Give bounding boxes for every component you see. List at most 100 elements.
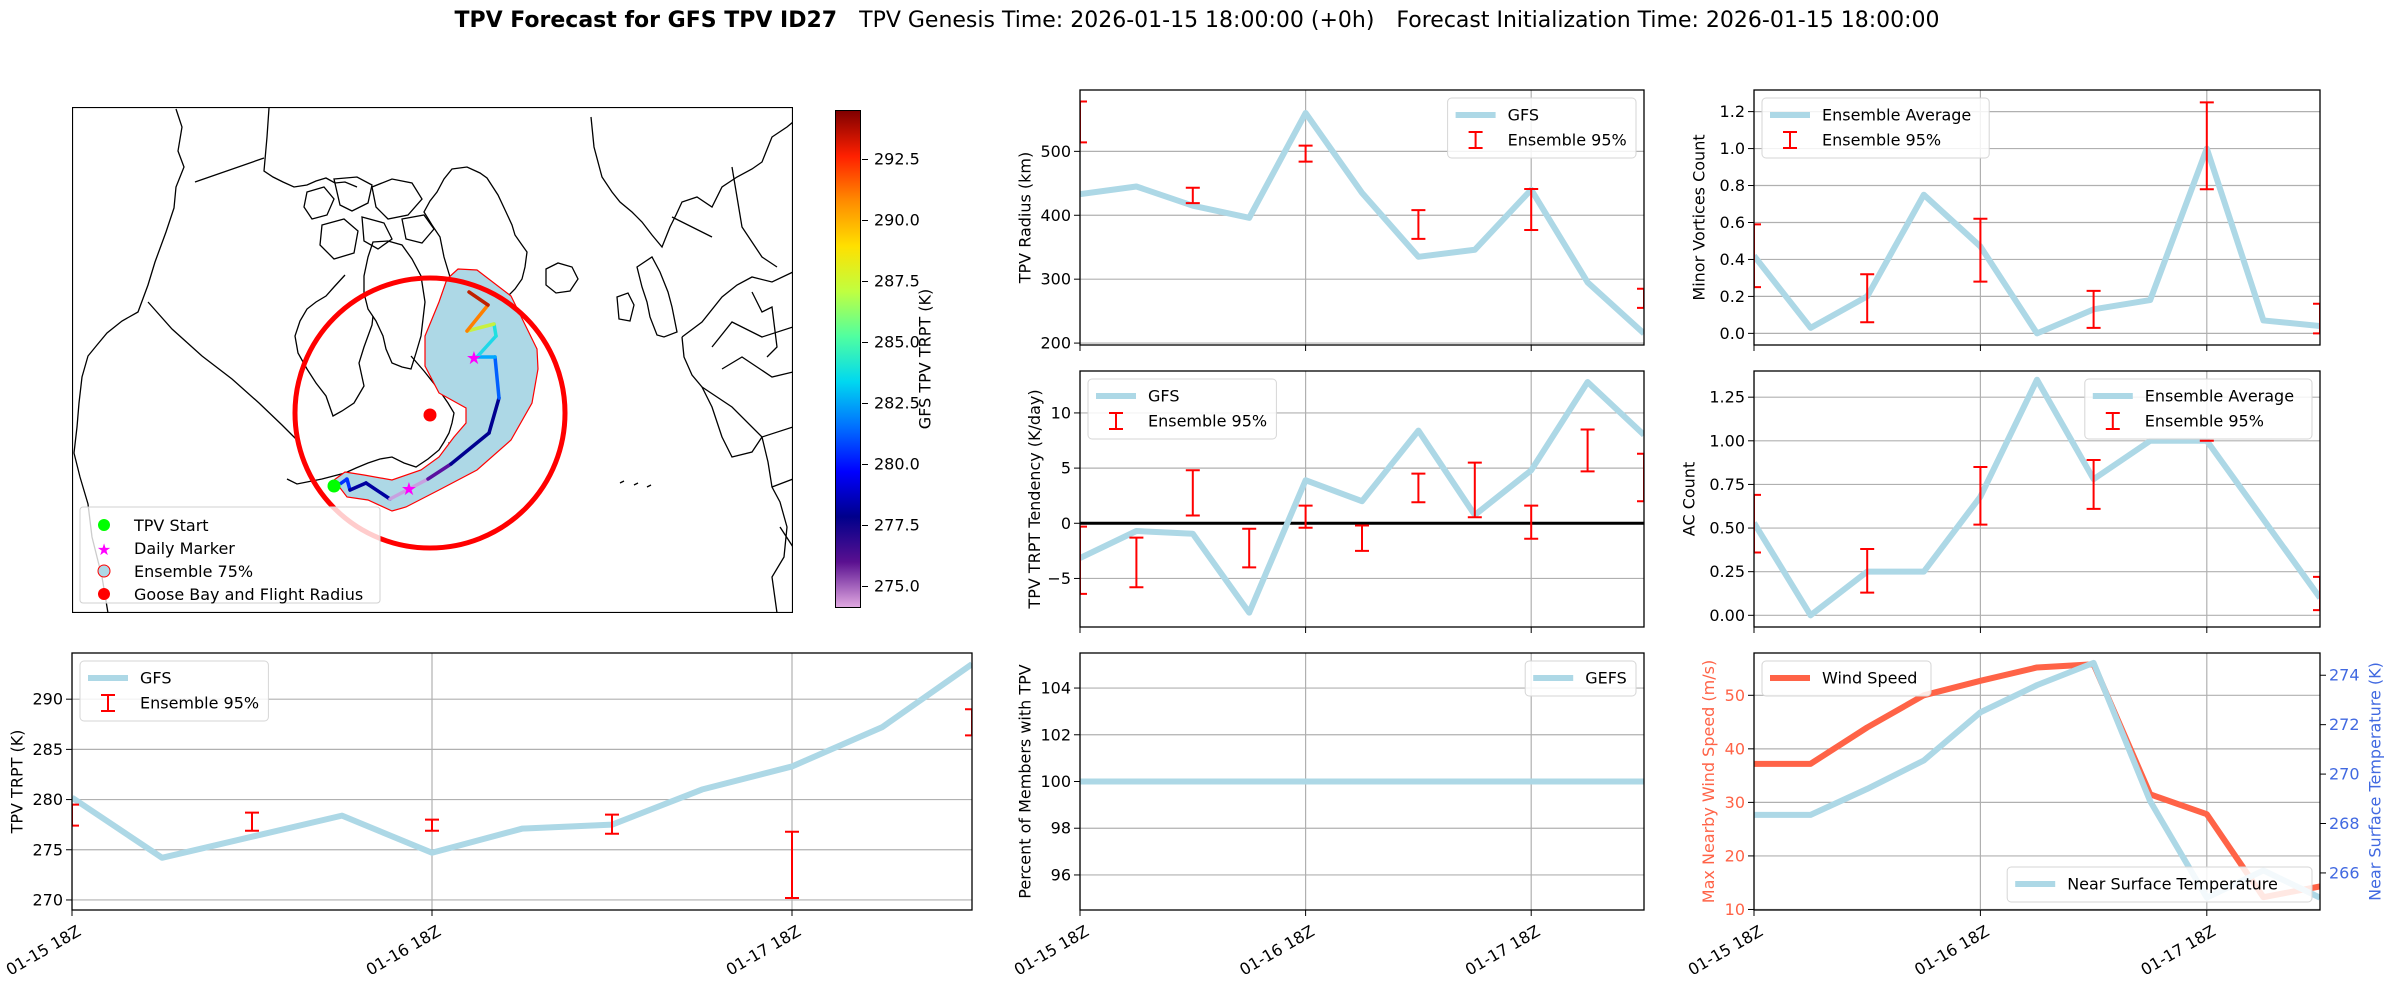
y-axis-label: TPV Radius (km) [1015, 152, 1034, 285]
legend: Ensemble Average Ensemble 95% [2084, 378, 2313, 440]
series-line [1754, 659, 2320, 901]
y-tick-label: 104 [1040, 679, 1071, 698]
error-bar [2313, 575, 2320, 612]
error-bar [1129, 536, 1144, 589]
colorbar-tick-label: 287.5 [874, 271, 920, 291]
coastline-iberia [681, 336, 763, 458]
colorbar-tick [862, 586, 868, 588]
track-segment [492, 322, 498, 338]
y-tick-label: 1.0 [1720, 139, 1745, 158]
error-bar [2313, 302, 2320, 335]
track-segment [426, 462, 453, 481]
x-tick-label: 01-17 18Z [2138, 921, 2219, 979]
plot-body [1754, 371, 2320, 627]
y-tick-label: 30 [1725, 793, 1745, 812]
legend-box [2006, 866, 2313, 903]
y-axis-label: AC Count [1680, 462, 1699, 536]
x-axis: 01-15 18Z 01-16 18Z 01-17 18Z [1685, 910, 2219, 979]
legend-daily-label: Daily Marker [134, 539, 235, 558]
y-tick-label: 0.8 [1720, 176, 1745, 195]
legend-start-icon [98, 519, 110, 531]
x-axis: 01-15 18Z 01-16 18Z 01-17 18Z [1011, 910, 1543, 979]
y-tick-label: 500 [1040, 142, 1071, 161]
legend-label: Ensemble Average [1822, 106, 1971, 125]
y-axis: 270 275 280 285 290 TPV TRPT (K) [7, 690, 72, 909]
error-bar [245, 811, 259, 832]
plot-area: 0.00 0.25 0.50 0.75 1.00 1.25 AC Count Ensemble… [1680, 370, 2321, 633]
legend-goose-bay-label: Goose Bay and Flight Radius [134, 585, 363, 604]
error-bar [1467, 461, 1482, 519]
daily-marker-star: ★ [401, 479, 417, 500]
y-axis-label: Minor Vortices Count [1689, 134, 1708, 300]
y-tick-label: 266 [2329, 863, 2360, 882]
y-tick-label: 274 [2329, 666, 2360, 685]
axes-frame [1079, 89, 1645, 346]
daily-marker-star: ★ [466, 348, 482, 369]
track-segment [338, 477, 349, 486]
error-bar [1080, 525, 1087, 595]
legend-label: GFS [1148, 387, 1179, 406]
error-bar [785, 830, 799, 899]
error-bar [2086, 458, 2101, 510]
y-tick-label: 40 [1725, 739, 1745, 758]
colorbar-tick-label: 292.5 [874, 149, 920, 169]
y-tick-label: 0.2 [1720, 287, 1745, 306]
x-axis [1753, 627, 2208, 633]
border-africa [779, 526, 793, 548]
y-tick-label: 0.25 [1709, 562, 1745, 581]
title-genesis-time: TPV Genesis Time: 2026-01-15 18:00:00 (+… [859, 8, 1375, 33]
x-tick-label: 01-16 18Z [1236, 921, 1317, 979]
legend-label: Ensemble 95% [1508, 131, 1627, 150]
axes-frame [1753, 652, 2321, 911]
y-tick-label: 96 [1051, 865, 1071, 884]
legend-box [2084, 378, 2313, 440]
y-axis-label: TPV TRPT (K) [7, 730, 26, 835]
y-tick-label: 280 [32, 790, 63, 809]
track-segment [465, 322, 496, 333]
legend: GFS Ensemble 95% [1087, 378, 1277, 440]
colorbar-tick [862, 402, 868, 404]
legend-box [1524, 660, 1637, 697]
map-legend: TPV Start ★ Daily Marker Ensemble 75% Go… [79, 506, 381, 604]
legend-ensemble-label: Ensemble 75% [134, 562, 253, 581]
error-bar [72, 803, 79, 827]
title-main: TPV Forecast for GFS TPV ID27 [454, 8, 838, 33]
y-tick-label: 270 [2329, 765, 2360, 784]
colorbar-tick-label: 285.0 [874, 332, 920, 352]
border-europe [721, 356, 793, 378]
chart-tpv-trpt: 01-15 18Z 01-16 18Z 01-17 18Z 270 275 280 285 2… [3, 652, 973, 979]
track-map: ★ ★ TPV Start ★ Daily Marker Ensemble 75… [72, 107, 793, 613]
y-axis: 0.0 0.2 0.4 0.6 0.8 1.0 1.2 Minor Vortices Coun… [1689, 102, 1754, 343]
legend-label: Ensemble 95% [140, 694, 259, 713]
error-bar [1637, 287, 1644, 309]
legend: GEFS [1524, 660, 1637, 697]
y-tick-label: 100 [1040, 772, 1071, 791]
error-bar [1524, 188, 1539, 231]
legend-errorbar-icon [2105, 412, 2120, 430]
figure-title: TPV Forecast for GFS TPV ID27 TPV Genesis… [0, 8, 2384, 33]
plot-area: 01-15 18Z 01-16 18Z 01-17 18Z2702752802852… [3, 652, 973, 979]
colorbar-label: GFS TPV TRPT (K) [915, 288, 935, 430]
chart-wind-temperature: 01-15 18Z 01-16 18Z 01-17 18Z 10 20 30 40 50 Max… [1685, 652, 2384, 979]
error-bar [1298, 144, 1313, 163]
colorbar-tick-label: 290.0 [874, 210, 920, 230]
chart-trpt-tendency: −5 0 5 10 TPV TRPT Tendency (K/day) GFS Ensemb… [1025, 370, 1645, 633]
y-tick-label: 10 [1051, 403, 1071, 422]
colorbar-tick-label: 277.5 [874, 515, 920, 535]
goose-bay-flight-radius [292, 275, 568, 551]
arctic-island [319, 218, 359, 260]
axes-frame [1079, 370, 1645, 628]
plot-area: −5 0 5 10 TPV TRPT Tendency (K/day) GFS Ensemb… [1025, 370, 1645, 633]
ensemble-75-area [333, 268, 539, 512]
y-tick-label: 1.00 [1709, 431, 1745, 450]
border-europe [751, 291, 778, 358]
error-bar [1973, 465, 1988, 526]
legend-errorbar-icon [101, 694, 115, 712]
x-axis [1079, 627, 1532, 633]
colorbar-tick [862, 219, 868, 221]
border-europe [701, 386, 793, 438]
legend-label: Ensemble 95% [1822, 131, 1941, 150]
colorbar-tick [862, 341, 868, 343]
us-canada-border [147, 301, 298, 441]
coastline-arctic [263, 107, 358, 188]
